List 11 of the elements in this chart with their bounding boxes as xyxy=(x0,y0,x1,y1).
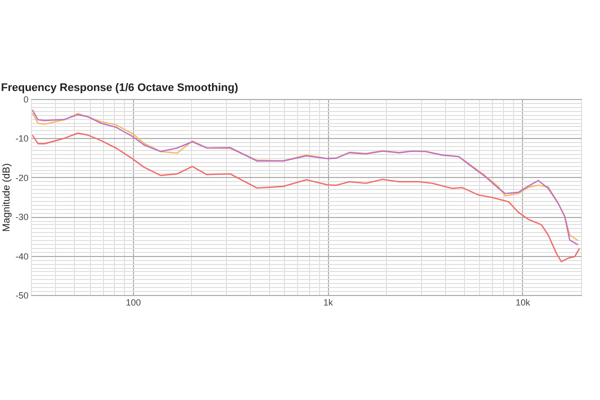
x-tick-label: 10k xyxy=(516,298,531,308)
y-tick-label: -20 xyxy=(15,172,28,183)
y-tick-label: -30 xyxy=(15,212,28,222)
chart-title: Frequency Response (1/6 Octave Smoothing) xyxy=(0,82,238,94)
y-tick-label: 0 xyxy=(23,94,28,104)
x-tick-label: 1k xyxy=(323,298,334,308)
y-tick-label: -40 xyxy=(15,251,28,262)
y-axis-title: Magnitude (dB) xyxy=(1,163,12,232)
y-tick-label: -10 xyxy=(15,134,28,144)
y-tick-label: -50 xyxy=(15,290,28,300)
x-tick-label: 100 xyxy=(126,298,141,308)
